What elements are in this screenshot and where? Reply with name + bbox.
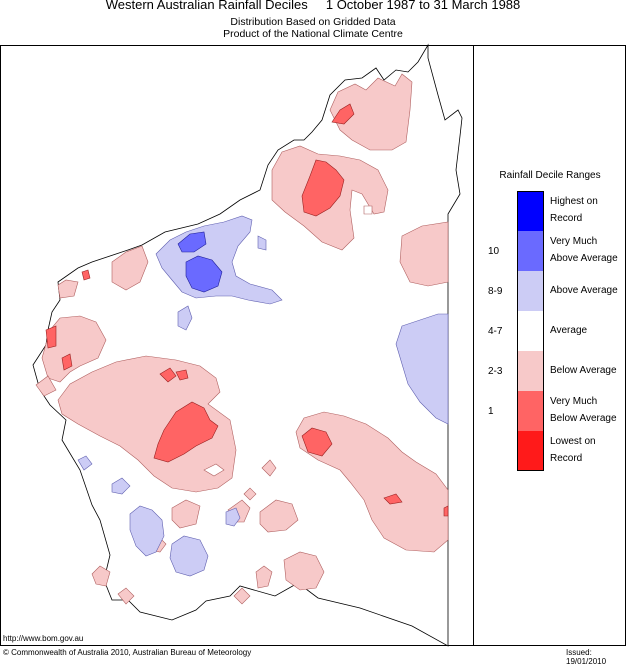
very-much-below-average-regions <box>45 103 449 517</box>
legend-range: 8-9 <box>488 286 503 297</box>
legend-range: 1 <box>488 406 494 417</box>
legend-range: 4-7 <box>488 326 503 337</box>
legend-label: Highest on Record <box>550 196 598 224</box>
legend-label: Very Much Below Average <box>550 396 617 424</box>
map-subtitle-ncc: Product of the National Climate Centre <box>223 28 403 40</box>
legend-label: Above Average <box>550 285 618 296</box>
legend-swatch <box>517 191 544 231</box>
below-average-regions <box>35 73 449 605</box>
map-subtitle-gridded: Distribution Based on Gridded Data <box>230 16 396 28</box>
legend-swatch <box>517 271 544 311</box>
legend-label: Lowest on Record <box>550 436 596 464</box>
map-title: Western Australian Rainfall Deciles 1 Oc… <box>105 0 521 12</box>
very-much-above-average-regions <box>177 231 223 293</box>
issued-date: Issued: 19/01/2010 <box>566 648 607 666</box>
copyright-notice: © Commonwealth of Australia 2010, Austra… <box>3 648 252 657</box>
legend-swatch <box>517 231 544 271</box>
legend-swatch <box>517 311 544 351</box>
legend-label: Below Average <box>550 365 617 376</box>
legend-title: Rainfall Decile Ranges <box>499 170 601 181</box>
legend-divider <box>473 45 474 646</box>
legend-range: 2-3 <box>488 366 503 377</box>
legend-range: 10 <box>488 246 500 257</box>
legend-swatch <box>517 391 544 431</box>
wa-state-outline <box>32 43 463 647</box>
legend-swatch <box>517 351 544 391</box>
source-url[interactable]: http://www.bom.gov.au <box>3 634 84 643</box>
legend-swatch <box>517 431 544 471</box>
legend-label: Very Much Above Average <box>550 236 618 264</box>
legend-label: Average <box>550 325 588 336</box>
average-gaps <box>203 205 373 477</box>
